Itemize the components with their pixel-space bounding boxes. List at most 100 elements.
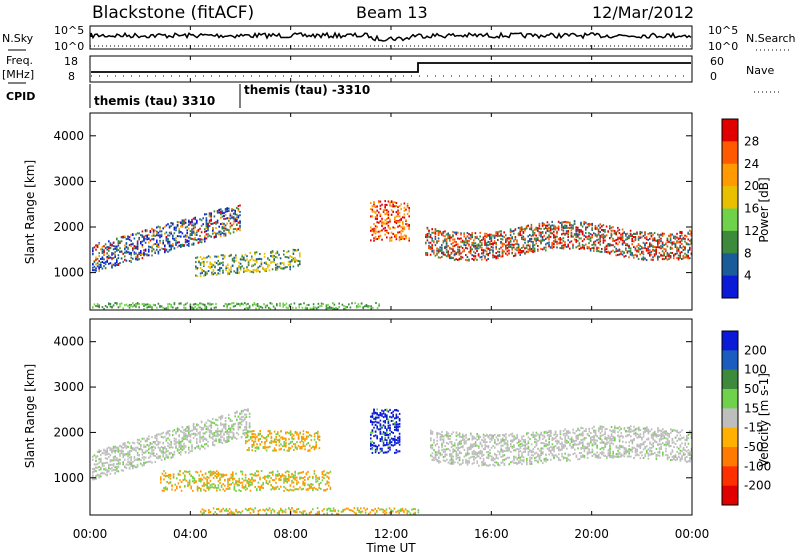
range-gate-cell [689,248,691,251]
range-gate-cell [135,247,137,250]
range-gate-cell [471,232,473,235]
range-gate-cell [307,478,309,481]
range-gate-cell [116,237,118,240]
range-gate-cell [605,234,608,237]
range-gate-cell [636,254,638,257]
range-gate-cell [604,228,606,231]
range-gate-cell [516,249,518,252]
range-gate-cell [138,457,140,460]
range-gate-cell [234,220,236,223]
range-gate-cell [140,440,142,443]
range-gate-cell [111,450,113,453]
range-gate-cell [289,268,291,271]
range-gate-cell [652,246,654,249]
range-gate-cell [644,244,646,247]
range-gate-cell [506,254,509,257]
range-gate-cell [130,447,132,450]
range-gate-cell [156,234,158,237]
range-gate-cell [365,303,368,306]
range-gate-cell [389,204,391,207]
range-gate-cell [612,226,614,229]
range-gate-cell [336,307,339,310]
range-gate-cell [405,208,407,211]
range-gate-cell [151,228,153,231]
range-gate-cell [681,239,683,242]
range-gate-cell [149,305,152,308]
range-gate-cell [549,235,552,238]
range-gate-cell [240,418,243,421]
range-gate-cell [436,249,438,252]
range-gate-cell [243,256,245,259]
range-gate-cell [599,238,601,241]
range-gate-cell [151,442,153,445]
range-gate-cell [519,253,521,256]
range-gate-cell [567,233,569,236]
range-gate-cell [426,253,429,256]
range-gate-cell [132,461,134,464]
range-gate-cell [138,238,140,241]
range-gate-cell [644,242,646,245]
range-gate-cell [225,267,227,270]
range-gate-cell [570,233,573,236]
range-gate-cell [231,209,233,212]
range-gate-cell [236,431,238,434]
range-gate-cell [146,443,148,446]
range-gate-cell [349,306,352,309]
range-gate-cell [260,470,263,473]
range-gate-cell [477,253,480,256]
range-gate-cell [458,248,461,251]
range-gate-cell [287,250,290,253]
range-gate-cell [251,257,253,260]
range-gate-cell [127,237,129,240]
range-gate-cell [165,448,168,451]
range-gate-cell [224,441,227,444]
range-gate-cell [581,246,584,249]
range-gate-cell [152,248,155,251]
range-gate-cell [655,248,657,251]
range-gate-cell [602,224,605,227]
range-gate-cell [304,307,307,310]
range-gate-cell [286,477,288,480]
range-gate-cell [473,242,475,245]
range-gate-cell [292,252,295,255]
range-gate-cell [256,446,258,449]
range-gate-cell [92,306,94,309]
range-gate-cell [535,234,537,237]
range-gate-cell [386,203,388,206]
range-gate-cell [373,239,375,242]
range-gate-cell [236,480,239,483]
range-gate-cell [162,306,164,309]
range-gate-cell [299,432,301,435]
range-gate-cell [617,249,619,252]
range-gate-cell [164,486,167,489]
range-gate-cell [228,479,231,482]
range-gate-cell [387,444,390,447]
range-gate-cell [511,246,513,249]
range-gate-cell [594,240,597,243]
range-gate-cell [317,302,320,305]
range-gate-cell [442,251,445,254]
range-gate-cell [450,236,453,239]
range-gate-cell [196,231,198,234]
range-gate-cell [195,267,197,270]
range-gate-cell [315,478,317,481]
range-gate-cell [441,244,443,247]
range-gate-cell [125,250,128,253]
range-gate-cell [604,239,606,242]
range-gate-cell [215,423,217,426]
range-gate-cell [429,241,432,244]
range-gate-cell [95,244,97,247]
range-gate-cell [114,254,116,257]
range-gate-cell [244,253,247,256]
range-gate-cell [471,235,473,238]
range-gate-cell [232,471,234,474]
range-gate-cell [394,201,396,204]
range-gate-cell [537,249,539,252]
range-gate-cell [180,235,182,238]
range-gate-cell [144,440,147,443]
range-gate-cell [530,225,533,228]
range-gate-cell [167,242,169,245]
range-gate-cell [439,250,441,253]
range-gate-cell [168,482,170,485]
range-gate-cell [197,230,200,233]
